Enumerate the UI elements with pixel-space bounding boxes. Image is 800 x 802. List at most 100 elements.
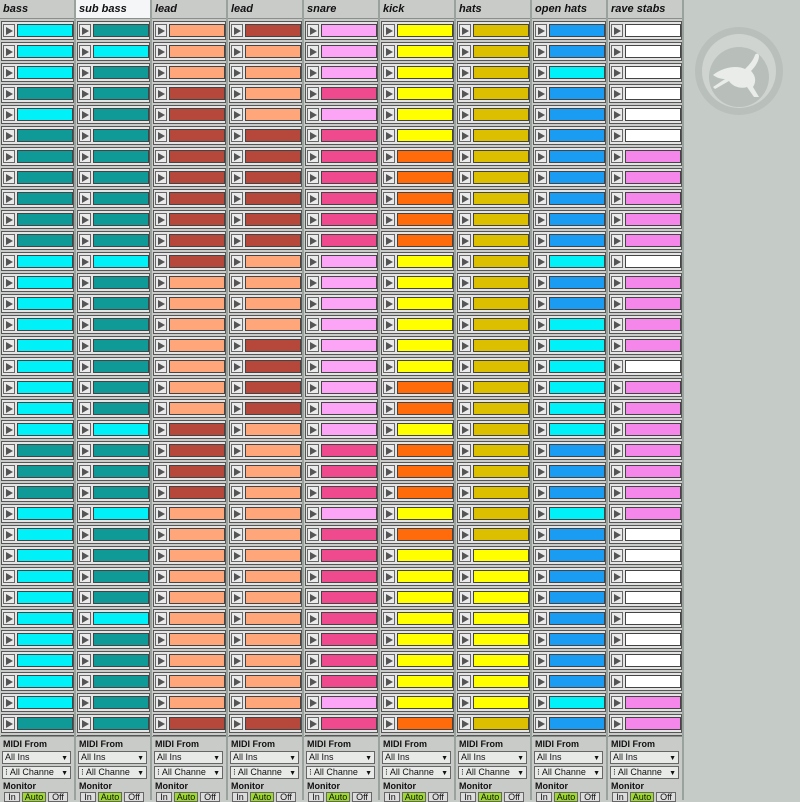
clip-play-icon[interactable]: [307, 423, 319, 436]
clip-slot[interactable]: [153, 525, 226, 544]
clip[interactable]: [17, 591, 73, 604]
clip-slot[interactable]: [381, 126, 454, 145]
clip-play-icon[interactable]: [3, 297, 15, 310]
clip-slot[interactable]: [77, 567, 150, 586]
clip-slot[interactable]: [77, 105, 150, 124]
clip-play-icon[interactable]: [79, 45, 91, 58]
clip-play-icon[interactable]: [307, 507, 319, 520]
clip-play-icon[interactable]: [155, 381, 167, 394]
clip-play-icon[interactable]: [459, 528, 471, 541]
clip[interactable]: [245, 213, 301, 226]
clip-play-icon[interactable]: [611, 696, 623, 709]
clip-play-icon[interactable]: [611, 213, 623, 226]
clip[interactable]: [17, 381, 73, 394]
clip-slot[interactable]: [381, 462, 454, 481]
clip-play-icon[interactable]: [307, 717, 319, 730]
clip-slot[interactable]: [533, 294, 606, 313]
clip-play-icon[interactable]: [155, 87, 167, 100]
clip[interactable]: [473, 24, 529, 37]
clip[interactable]: [93, 171, 149, 184]
clip[interactable]: [473, 507, 529, 520]
clip-slot[interactable]: [153, 147, 226, 166]
clip[interactable]: [321, 108, 377, 121]
clip[interactable]: [245, 192, 301, 205]
clip-play-icon[interactable]: [3, 339, 15, 352]
clip-slot[interactable]: [609, 105, 682, 124]
clip-slot[interactable]: [381, 336, 454, 355]
clip[interactable]: [549, 423, 605, 436]
clip-play-icon[interactable]: [307, 360, 319, 373]
clip-slot[interactable]: [305, 189, 378, 208]
clip-play-icon[interactable]: [3, 318, 15, 331]
clip[interactable]: [169, 276, 225, 289]
clip-play-icon[interactable]: [611, 297, 623, 310]
clip-play-icon[interactable]: [3, 255, 15, 268]
clip-play-icon[interactable]: [535, 528, 547, 541]
clip[interactable]: [245, 633, 301, 646]
clip-slot[interactable]: [229, 462, 302, 481]
clip-slot[interactable]: [305, 441, 378, 460]
clip-slot[interactable]: [305, 714, 378, 733]
clip-slot[interactable]: [457, 651, 530, 670]
clip-play-icon[interactable]: [535, 570, 547, 583]
monitor-auto-button[interactable]: Auto: [250, 792, 274, 802]
clip-slot[interactable]: [77, 546, 150, 565]
clip-slot[interactable]: [533, 210, 606, 229]
clip[interactable]: [321, 297, 377, 310]
clip[interactable]: [169, 381, 225, 394]
clip-slot[interactable]: [609, 231, 682, 250]
midi-channel-select[interactable]: ⁝ All Channe ▼: [382, 766, 451, 779]
clip-play-icon[interactable]: [535, 192, 547, 205]
clip-play-icon[interactable]: [459, 297, 471, 310]
clip[interactable]: [473, 444, 529, 457]
clip-slot[interactable]: [153, 651, 226, 670]
monitor-auto-button[interactable]: Auto: [402, 792, 426, 802]
clip-slot[interactable]: [153, 357, 226, 376]
clip-slot[interactable]: [609, 441, 682, 460]
clip-slot[interactable]: [305, 315, 378, 334]
clip[interactable]: [473, 591, 529, 604]
clip[interactable]: [549, 318, 605, 331]
clip-slot[interactable]: [229, 483, 302, 502]
clip-slot[interactable]: [609, 546, 682, 565]
clip-slot[interactable]: [229, 567, 302, 586]
clip[interactable]: [17, 654, 73, 667]
clip[interactable]: [93, 591, 149, 604]
clip-slot[interactable]: [153, 42, 226, 61]
clip-slot[interactable]: [609, 273, 682, 292]
track-header[interactable]: hats: [456, 0, 530, 19]
clip-play-icon[interactable]: [231, 717, 243, 730]
clip-slot[interactable]: [609, 210, 682, 229]
clip-slot[interactable]: [1, 147, 74, 166]
clip[interactable]: [473, 297, 529, 310]
clip[interactable]: [245, 318, 301, 331]
clip-play-icon[interactable]: [231, 360, 243, 373]
clip-slot[interactable]: [381, 525, 454, 544]
clip-slot[interactable]: [153, 84, 226, 103]
clip-play-icon[interactable]: [3, 528, 15, 541]
clip-play-icon[interactable]: [535, 108, 547, 121]
clip-slot[interactable]: [229, 252, 302, 271]
clip-slot[interactable]: [305, 693, 378, 712]
clip-slot[interactable]: [1, 294, 74, 313]
clip-slot[interactable]: [77, 231, 150, 250]
clip-slot[interactable]: [1, 63, 74, 82]
clip[interactable]: [245, 696, 301, 709]
clip-slot[interactable]: [457, 273, 530, 292]
clip-play-icon[interactable]: [231, 591, 243, 604]
clip[interactable]: [321, 213, 377, 226]
clip-slot[interactable]: [77, 210, 150, 229]
clip[interactable]: [473, 528, 529, 541]
clip-slot[interactable]: [1, 336, 74, 355]
clip[interactable]: [549, 192, 605, 205]
clip[interactable]: [625, 66, 681, 79]
clip-slot[interactable]: [153, 252, 226, 271]
clip-slot[interactable]: [457, 42, 530, 61]
clip-play-icon[interactable]: [3, 45, 15, 58]
clip-slot[interactable]: [77, 399, 150, 418]
clip-play-icon[interactable]: [459, 192, 471, 205]
clip-slot[interactable]: [229, 420, 302, 439]
clip[interactable]: [93, 465, 149, 478]
clip-slot[interactable]: [609, 21, 682, 40]
clip-slot[interactable]: [609, 630, 682, 649]
